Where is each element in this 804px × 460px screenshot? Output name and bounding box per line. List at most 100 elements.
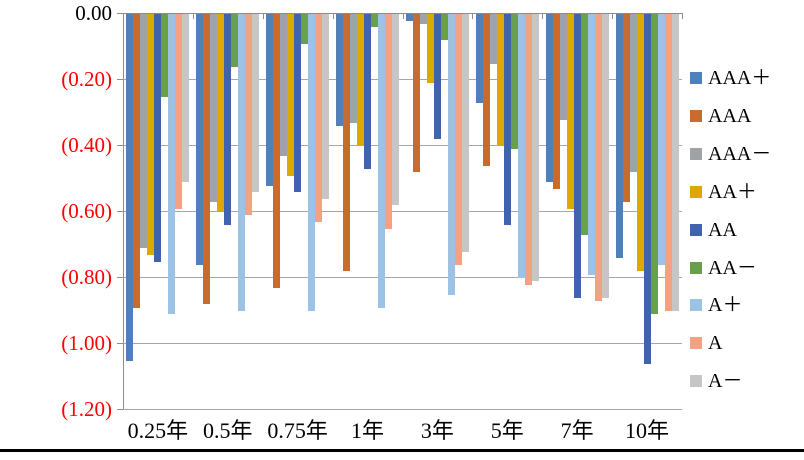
bar-A－-7年 bbox=[601, 14, 609, 298]
legend-swatch-icon bbox=[690, 72, 702, 84]
legend-label: A＋ bbox=[708, 294, 743, 317]
legend-label: AA－ bbox=[708, 256, 757, 279]
bar-AA－-5年 bbox=[510, 14, 518, 149]
legend-item-AAA－: AAA－ bbox=[690, 143, 771, 165]
bar-AAA＋-5年 bbox=[475, 14, 483, 103]
legend-item-AAA＋: AAA＋ bbox=[690, 67, 771, 89]
x-category-label: 1年 bbox=[351, 418, 385, 443]
legend-swatch-icon bbox=[690, 185, 702, 198]
x-category-label: 0.75年 bbox=[267, 418, 328, 443]
legend-label: AAA－ bbox=[708, 142, 772, 165]
bar-AA＋-0.25年 bbox=[147, 14, 155, 255]
bar-AA＋-3年 bbox=[426, 14, 434, 83]
bar-AA－-3年 bbox=[440, 14, 448, 40]
bar-A＋-7年 bbox=[587, 14, 595, 275]
bar-AA-5年 bbox=[503, 14, 511, 225]
bar-A－-0.75年 bbox=[322, 14, 330, 199]
bar-AAA－-7年 bbox=[559, 14, 567, 120]
bar-AAA－-0.5年 bbox=[210, 14, 218, 202]
category-axis-tick bbox=[682, 13, 683, 19]
gridline bbox=[123, 79, 682, 80]
bar-AAA＋-10年 bbox=[615, 14, 623, 258]
x-category-label: 7年 bbox=[560, 418, 594, 443]
bar-AAA-10年 bbox=[622, 14, 630, 202]
bar-AA－-1年 bbox=[371, 14, 379, 27]
bar-A＋-3年 bbox=[447, 14, 455, 295]
y-tick-label: (0.20) bbox=[61, 67, 112, 91]
y-tick-label: (0.40) bbox=[61, 133, 112, 157]
bar-AAA－-10年 bbox=[629, 14, 637, 172]
bar-A-10年 bbox=[664, 14, 672, 311]
legend-item-AA－: AA－ bbox=[690, 257, 757, 279]
bar-AA-0.75年 bbox=[294, 14, 302, 192]
bar-AA-7年 bbox=[573, 14, 581, 298]
bar-AAA－-5年 bbox=[489, 14, 497, 64]
bar-A－-0.5年 bbox=[252, 14, 260, 192]
category-axis-tick bbox=[472, 13, 473, 19]
y-tick-label: (0.80) bbox=[61, 265, 112, 289]
gridline bbox=[123, 145, 682, 146]
bar-AAA－-0.75年 bbox=[280, 14, 288, 156]
bar-AA-1年 bbox=[364, 14, 372, 169]
bottom-border-line bbox=[0, 449, 804, 452]
gridline bbox=[123, 409, 682, 410]
bar-AAA＋-1年 bbox=[336, 14, 344, 126]
legend-label: AA＋ bbox=[708, 180, 757, 203]
bar-A-0.5年 bbox=[245, 14, 253, 215]
category-axis-tick bbox=[263, 13, 264, 19]
y-tick-label: (1.00) bbox=[61, 331, 112, 355]
x-category-label: 10年 bbox=[625, 418, 670, 443]
bar-AA＋-10年 bbox=[636, 14, 644, 271]
bar-A－-1年 bbox=[392, 14, 399, 205]
y-axis-tick bbox=[117, 211, 123, 212]
bar-AAA＋-0.5年 bbox=[196, 14, 204, 265]
y-axis-tick bbox=[117, 343, 123, 344]
bar-A＋-0.25年 bbox=[168, 14, 176, 314]
category-axis-tick bbox=[193, 13, 194, 19]
bar-AAA-0.25年 bbox=[133, 14, 141, 308]
bar-A＋-1年 bbox=[378, 14, 386, 308]
category-axis-tick bbox=[123, 13, 124, 19]
y-tick-label: (1.20) bbox=[61, 397, 112, 421]
bar-AAA-0.75年 bbox=[273, 14, 281, 288]
gridline bbox=[123, 211, 682, 212]
bar-AAA-1年 bbox=[343, 14, 351, 271]
legend-label: A bbox=[708, 332, 723, 355]
legend-item-A＋: A＋ bbox=[690, 294, 742, 316]
bar-AAA＋-3年 bbox=[405, 14, 413, 21]
legend-swatch-icon bbox=[690, 375, 702, 388]
legend-item-AAA: AAA bbox=[690, 105, 751, 127]
y-axis-tick bbox=[117, 277, 123, 278]
legend-swatch-icon bbox=[690, 337, 702, 350]
zero-axis-line bbox=[123, 13, 682, 14]
bar-AA－-0.25年 bbox=[161, 14, 169, 97]
bar-A-0.25年 bbox=[175, 14, 183, 209]
bar-AAA＋-0.25年 bbox=[126, 14, 134, 361]
bar-A－-3年 bbox=[461, 14, 469, 252]
bar-AAA-3年 bbox=[412, 14, 420, 172]
bar-AA＋-1年 bbox=[357, 14, 365, 146]
y-tick-label: (0.60) bbox=[61, 199, 112, 223]
legend-label: AAA＋ bbox=[708, 67, 772, 89]
y-axis-tick bbox=[117, 79, 123, 80]
legend-label: AAA bbox=[708, 104, 752, 127]
y-axis-tick bbox=[117, 13, 123, 14]
bar-AA＋-7年 bbox=[566, 14, 574, 209]
legend-item-A: A bbox=[690, 332, 722, 354]
y-axis-line bbox=[123, 13, 124, 409]
bar-A＋-5年 bbox=[517, 14, 525, 278]
category-axis-tick bbox=[333, 13, 334, 19]
y-tick-label: 0.00 bbox=[75, 1, 112, 25]
y-axis-tick bbox=[117, 145, 123, 146]
plot-area bbox=[117, 13, 683, 410]
bar-A＋-0.75年 bbox=[308, 14, 316, 311]
bar-AAA－-0.25年 bbox=[140, 14, 148, 248]
bar-AA-10年 bbox=[643, 14, 651, 364]
bar-AAA-5年 bbox=[482, 14, 490, 166]
legend-label: AA bbox=[708, 218, 737, 241]
legend-swatch-icon bbox=[690, 299, 702, 312]
bar-AA＋-0.75年 bbox=[287, 14, 295, 176]
x-category-label: 0.25年 bbox=[127, 418, 189, 443]
legend-swatch-icon bbox=[690, 223, 702, 236]
